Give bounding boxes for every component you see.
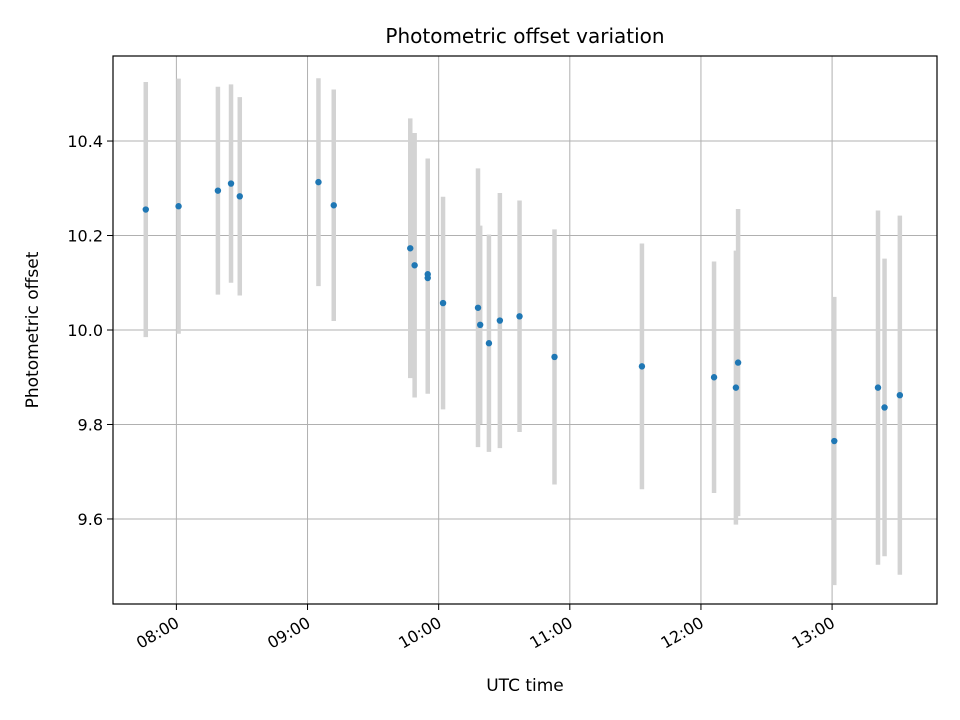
data-points — [142, 178, 904, 445]
data-point — [516, 313, 523, 320]
data-point — [175, 203, 182, 210]
data-point — [874, 384, 882, 391]
chart-title: Photometric offset variation — [385, 24, 664, 48]
data-point — [638, 363, 646, 370]
data-point — [496, 317, 504, 324]
y-tick-label: 10.2 — [67, 227, 103, 246]
y-tick-label: 9.8 — [78, 415, 103, 434]
y-tick-label: 10.4 — [67, 132, 103, 151]
data-point — [831, 437, 838, 445]
data-point — [142, 206, 149, 213]
data-point — [330, 202, 337, 209]
data-point — [474, 304, 482, 311]
data-point — [424, 274, 431, 282]
data-point — [485, 340, 493, 347]
x-axis-label: UTC time — [486, 676, 564, 696]
y-axis-ticks: 9.6 9.8 10.0 10.2 10.4 — [67, 132, 113, 529]
data-point — [214, 187, 222, 194]
y-axis-label: Photometric offset — [23, 251, 43, 408]
data-point — [227, 180, 235, 187]
data-point — [551, 353, 558, 361]
data-point — [881, 404, 888, 411]
data-point — [411, 262, 418, 269]
data-point — [236, 193, 243, 200]
data-point — [476, 321, 484, 329]
data-point — [439, 299, 447, 307]
data-point — [896, 391, 904, 399]
data-point — [315, 178, 322, 186]
y-tick-label: 9.6 — [78, 510, 103, 529]
data-point — [732, 384, 740, 391]
y-tick-label: 10.0 — [67, 321, 103, 340]
data-point — [710, 374, 718, 381]
grid-lines — [113, 56, 937, 604]
data-point — [407, 245, 414, 252]
data-point — [734, 359, 742, 366]
